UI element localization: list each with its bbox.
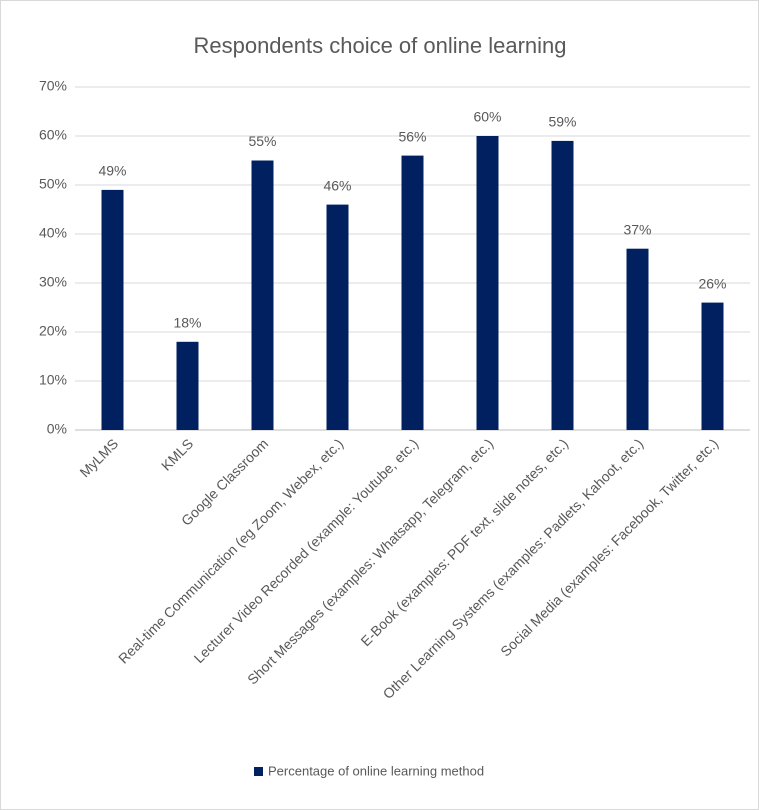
bar (251, 160, 274, 430)
y-tick-label: 10% (39, 372, 67, 388)
data-label: 18% (173, 315, 201, 331)
data-label: 56% (398, 128, 426, 144)
data-label: 37% (623, 221, 651, 237)
bar (401, 155, 424, 430)
y-tick-label: 40% (39, 225, 67, 241)
chart-title: Respondents choice of online learning (193, 33, 566, 58)
bar (101, 189, 124, 430)
bar (476, 136, 499, 430)
y-tick-label: 20% (39, 323, 67, 339)
bar (326, 204, 349, 430)
bar (176, 341, 199, 430)
y-tick-label: 50% (39, 176, 67, 192)
y-tick-label: 0% (47, 421, 67, 437)
legend-label: Percentage of online learning method (268, 763, 484, 778)
legend-swatch (254, 767, 263, 776)
data-label: 60% (473, 109, 501, 125)
bar (551, 140, 574, 430)
data-label: 55% (248, 133, 276, 149)
bar (701, 302, 724, 430)
data-label: 26% (698, 275, 726, 291)
bar (626, 248, 649, 430)
y-tick-label: 30% (39, 274, 67, 290)
y-tick-label: 60% (39, 127, 67, 143)
y-tick-label: 70% (39, 78, 67, 94)
data-label: 59% (548, 114, 576, 130)
data-label: 49% (98, 163, 126, 179)
data-label: 46% (323, 177, 351, 193)
